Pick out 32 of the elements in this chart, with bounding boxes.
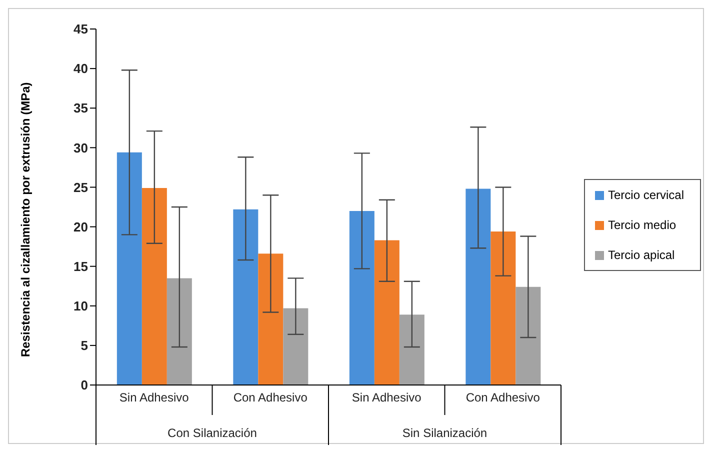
y-axis-title: Resistencia al cizallamiento por extrusión (MPa) — [18, 82, 32, 357]
bar — [283, 308, 308, 385]
y-tick-label: 0 — [80, 378, 88, 393]
y-tick-label: 20 — [74, 219, 88, 234]
x-tick-label: Con Adhesivo — [466, 390, 540, 405]
y-tick-label: 10 — [74, 298, 88, 314]
y-tick-label: 15 — [74, 258, 88, 274]
x-tick-label: Sin Adhesivo — [119, 390, 190, 405]
y-tick-label: 30 — [74, 140, 88, 156]
bar — [166, 278, 192, 385]
text: Sin Silanización — [402, 426, 488, 440]
y-tick-label: 40 — [74, 61, 88, 76]
x-tick-label: Sin Adhesivo — [352, 390, 422, 405]
bar — [466, 188, 491, 385]
y-tick-label: 35 — [74, 100, 88, 116]
legend-label: Tercio medio — [608, 218, 676, 232]
y-tick-label: 45 — [74, 22, 88, 37]
bar — [233, 209, 258, 385]
y-tick-label: 25 — [74, 180, 88, 195]
bar — [142, 188, 167, 385]
bar — [116, 152, 142, 385]
bar — [258, 254, 284, 385]
bar — [516, 286, 541, 385]
legend-label: Tercio cervical — [608, 188, 684, 202]
y-tick-label: 5 — [80, 338, 88, 354]
bar — [399, 314, 424, 385]
x-tick-label: Con Adhesivo — [233, 390, 308, 405]
bar — [374, 240, 400, 385]
bar — [490, 232, 516, 385]
legend-label: Tercio apical — [608, 248, 675, 262]
text: Con Silanización — [168, 426, 257, 440]
bar — [349, 210, 374, 385]
